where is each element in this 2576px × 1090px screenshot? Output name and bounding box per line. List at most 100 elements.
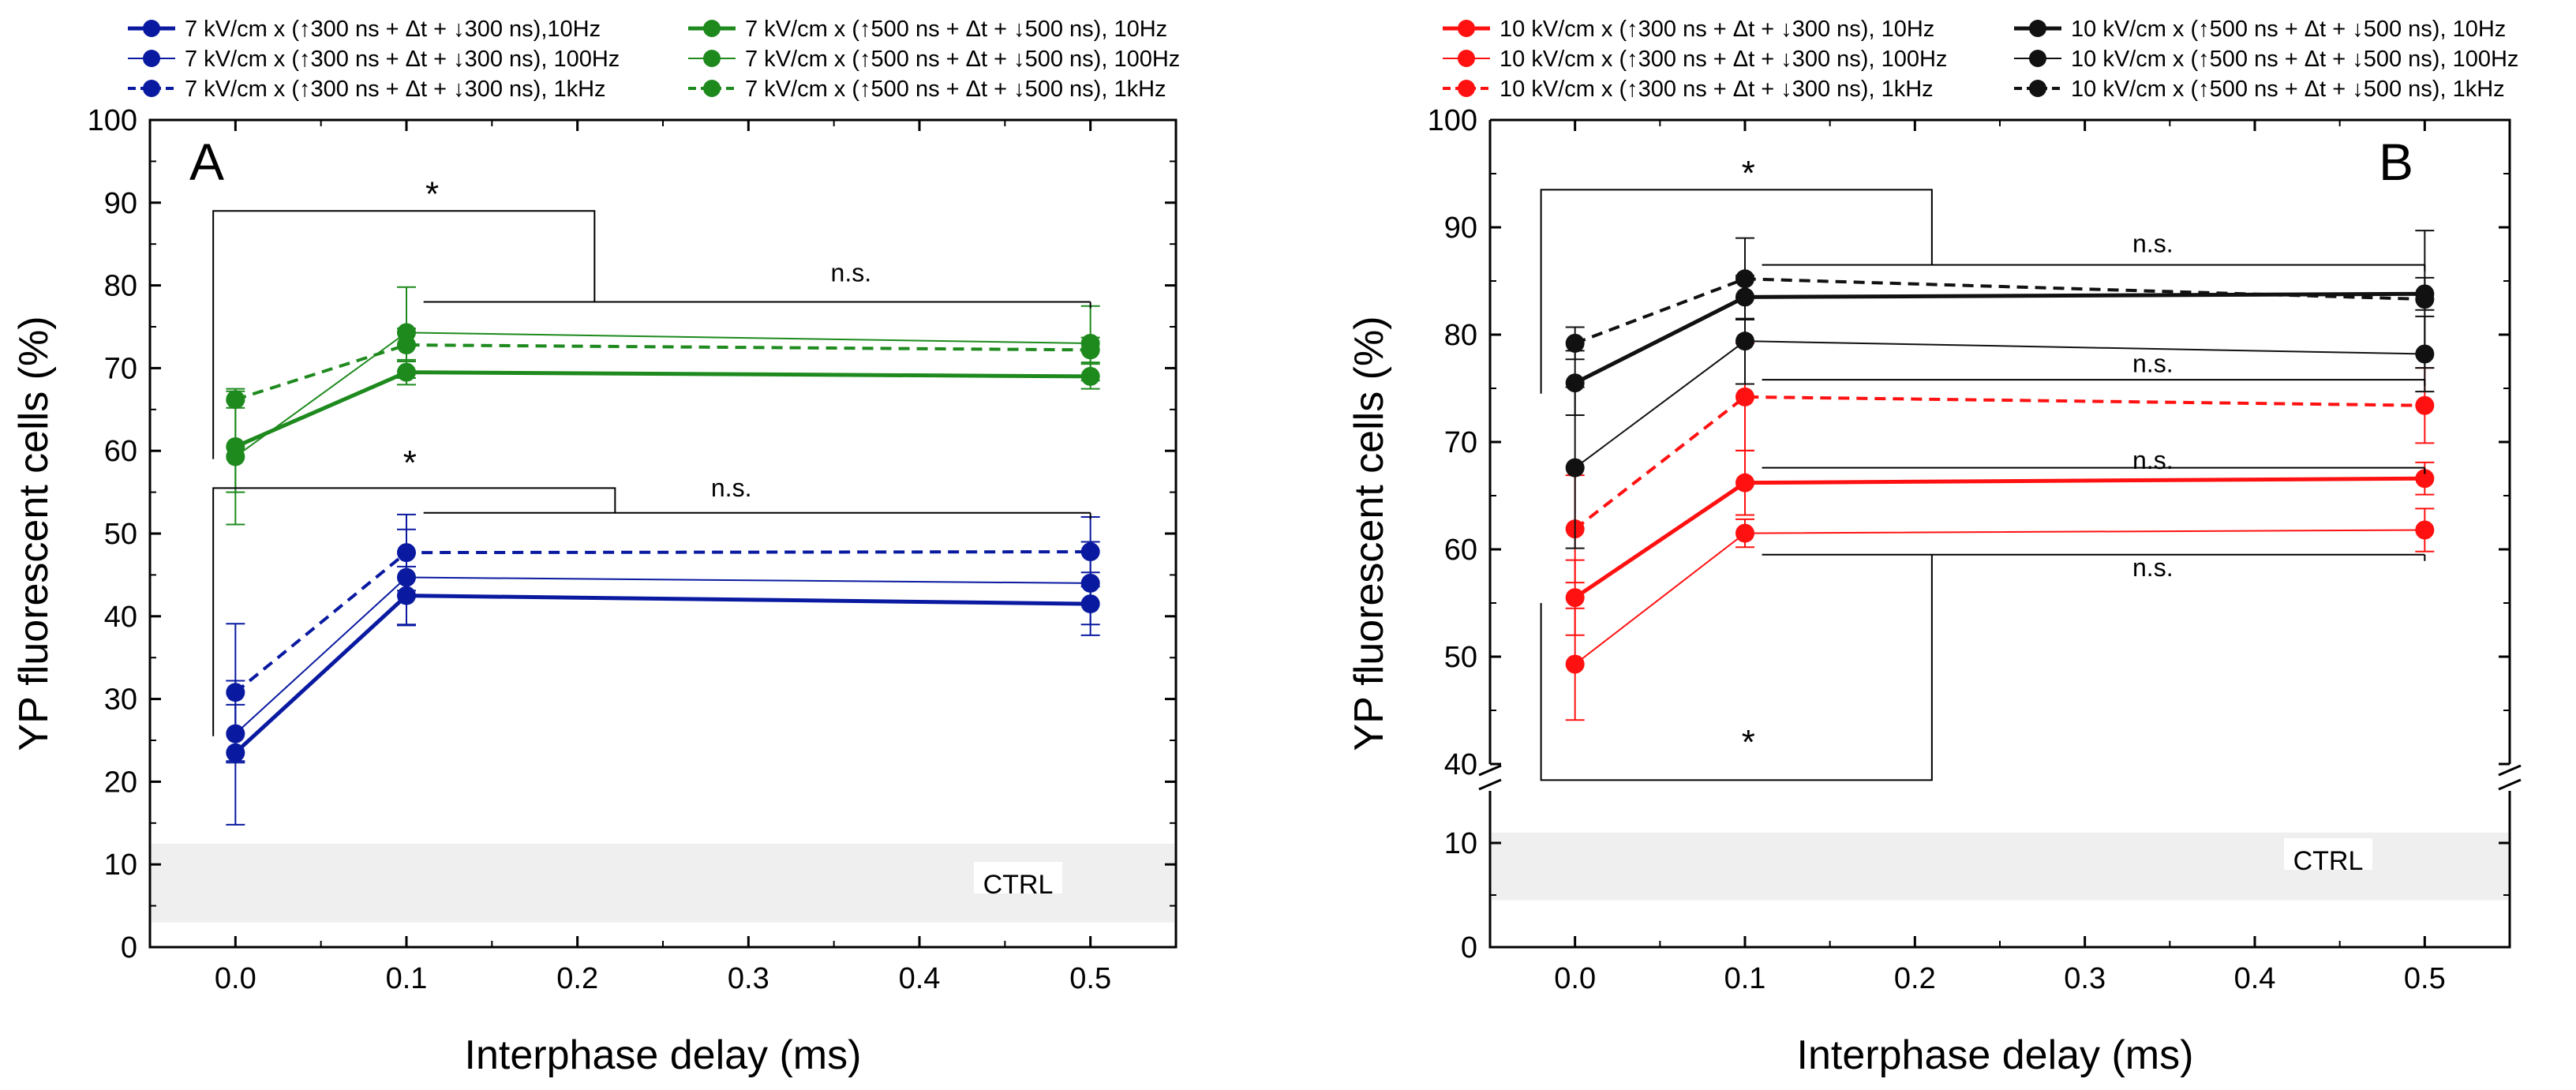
data-point	[1735, 473, 1754, 493]
series-line-2	[234, 550, 1091, 694]
panel-b: 0.0 0.1 0.2 0.3 0.4 0.5 0 10 40 50 60 70 80 90 100 * n.…	[1346, 104, 2522, 1078]
series-line-3	[1574, 291, 2425, 385]
x-tick-label: 0.3	[2064, 962, 2106, 995]
panel-b-letter: B	[2379, 133, 2413, 191]
y-tick-label: 50	[104, 518, 137, 551]
y-tick-label: 80	[104, 270, 137, 303]
panel-b-ticks: 0.0 0.1 0.2 0.3 0.4 0.5 0 10 40 50 60 70 80 90 100	[1428, 104, 2510, 995]
ns-label: n.s.	[711, 474, 752, 502]
significance-star: *	[425, 174, 439, 213]
significance-star: *	[403, 444, 417, 482]
significance-bracket	[1540, 189, 1933, 394]
legend-marker	[1458, 80, 1475, 97]
panel-a-brackets: * n.s. * n.s.	[212, 174, 1091, 736]
y-tick-label: 40	[1444, 748, 1477, 781]
y-tick-label: 10	[104, 848, 137, 882]
series-line-5	[234, 343, 1091, 402]
legend-label: 7 kV/cm x (↑300 ns + Δt + ↓300 ns), 1kHz	[185, 77, 606, 102]
legend-label: 10 kV/cm x (↑500 ns + Δt + ↓500 ns), 100…	[2071, 47, 2518, 72]
data-point	[1565, 654, 1585, 674]
panel-b-brackets: * n.s. n.s. n.s. n.s. *	[1540, 154, 2426, 781]
panel-b-legend: 10 kV/cm x (↑300 ns + Δt + ↓300 ns), 10H…	[1443, 17, 2518, 102]
y-tick-label: 20	[104, 766, 137, 799]
y-tick-label: 10	[1444, 827, 1477, 860]
panel-b-x-axis-label: Interphase delay (ms)	[1797, 1032, 2194, 1078]
data-point	[1735, 331, 1754, 351]
legend-marker	[1458, 50, 1475, 67]
ns-label: n.s.	[2132, 350, 2174, 378]
x-tick-label: 0.2	[556, 962, 598, 995]
significance-star: *	[1742, 154, 1755, 193]
legend-label: 7 kV/cm x (↑500 ns + Δt + ↓500 ns), 10Hz	[745, 17, 1167, 42]
panel-a-legend: 7 kV/cm x (↑300 ns + Δt + ↓300 ns),10Hz 7…	[128, 17, 1180, 102]
y-tick-label: 100	[1428, 104, 1477, 137]
series-line-3	[234, 370, 1091, 449]
legend-marker	[1458, 20, 1475, 37]
data-point	[2415, 290, 2435, 309]
panel-a-y-axis-label: YP fluorescent cells (%)	[11, 316, 57, 751]
legend-marker	[143, 50, 160, 67]
legend-marker	[703, 20, 721, 37]
panel-b-marks	[1565, 230, 2435, 721]
panel-b-ctrl-label: CTRL	[2293, 846, 2364, 876]
data-point	[226, 447, 245, 466]
significance-bracket	[212, 210, 596, 459]
data-point	[226, 390, 245, 410]
legend-marker	[703, 50, 721, 67]
legend-label: 10 kV/cm x (↑500 ns + Δt + ↓500 ns), 1kH…	[2071, 77, 2505, 102]
y-tick-label: 60	[104, 435, 137, 468]
y-tick-label: 70	[104, 352, 137, 385]
ns-label: n.s.	[2132, 446, 2174, 474]
data-point	[397, 543, 416, 563]
panel-b-y-axis-label: YP fluorescent cells (%)	[1346, 316, 1392, 751]
data-point	[1080, 542, 1100, 562]
y-tick-label: 90	[104, 187, 137, 220]
x-tick-label: 0.0	[215, 962, 256, 995]
y-tick-label: 50	[1444, 641, 1477, 674]
y-tick-label: 80	[1444, 319, 1477, 352]
y-tick-label: 90	[1444, 212, 1477, 245]
legend-label: 7 kV/cm x (↑300 ns + Δt + ↓300 ns),10Hz	[185, 17, 601, 42]
y-tick-label: 40	[104, 601, 137, 634]
ns-label: n.s.	[2132, 553, 2174, 582]
x-tick-label: 0.5	[1069, 962, 1111, 995]
panel-a-letter: A	[189, 133, 224, 191]
series-line-1	[1574, 529, 2425, 665]
panel-a-frame	[148, 118, 1178, 949]
x-tick-label: 0.3	[728, 962, 769, 995]
legend-marker	[143, 20, 160, 37]
panel-b-frame	[1488, 118, 2511, 949]
significance-star: *	[1742, 723, 1755, 762]
y-tick-label: 60	[1444, 534, 1477, 567]
y-tick-label: 30	[104, 684, 137, 717]
data-point	[1735, 387, 1754, 406]
panel-b-axis-break	[1478, 764, 2522, 791]
x-tick-label: 0.4	[2234, 962, 2276, 995]
data-point	[1565, 588, 1585, 608]
legend-label: 10 kV/cm x (↑300 ns + Δt + ↓300 ns), 1kH…	[1500, 77, 1934, 102]
x-tick-label: 0.4	[899, 962, 941, 995]
legend-marker	[703, 80, 721, 97]
x-tick-label: 0.5	[2404, 962, 2446, 995]
legend-label: 10 kV/cm x (↑300 ns + Δt + ↓300 ns), 10H…	[1500, 17, 1934, 42]
series-line-0	[1574, 476, 2425, 600]
data-point	[1565, 333, 1585, 353]
ns-label: n.s.	[2132, 229, 2174, 257]
ns-label: n.s.	[831, 258, 872, 287]
x-tick-label: 0.2	[1894, 962, 1936, 995]
series-line-5	[1574, 277, 2425, 345]
data-point	[226, 683, 245, 702]
data-point	[397, 335, 416, 355]
significance-bracket	[1540, 554, 1933, 781]
ctrl-label-box	[974, 862, 1062, 893]
data-point	[2415, 469, 2435, 489]
y-tick-label: 0	[1461, 931, 1477, 965]
legend-label: 10 kV/cm x (↑500 ns + Δt + ↓500 ns), 10H…	[2071, 17, 2506, 42]
legend-marker	[2029, 50, 2046, 67]
legend-label: 10 kV/cm x (↑300 ns + Δt + ↓300 ns), 100…	[1500, 47, 1947, 72]
x-tick-label: 0.1	[386, 962, 428, 995]
y-tick-label: 100	[88, 104, 137, 137]
series-line-0	[234, 594, 1091, 755]
data-point	[2415, 520, 2435, 540]
